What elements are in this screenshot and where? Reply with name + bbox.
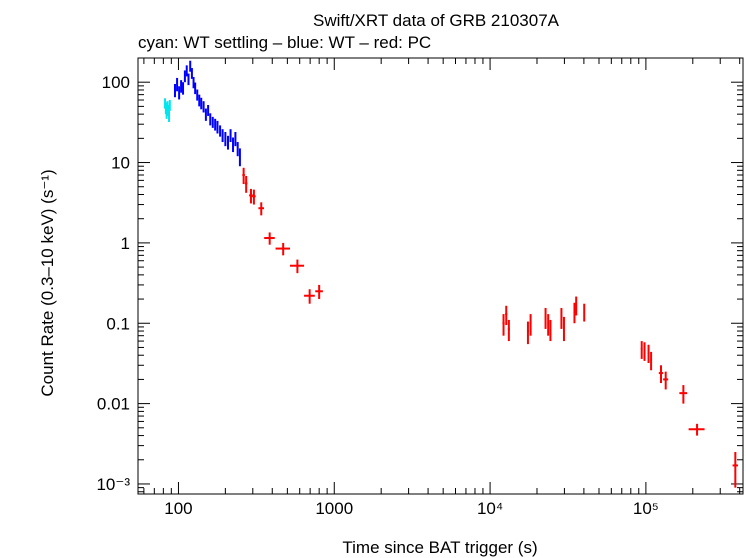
data-point <box>575 296 578 316</box>
data-point <box>194 82 197 95</box>
series-wt <box>173 60 241 167</box>
axis-ticks <box>138 57 743 494</box>
data-point <box>647 344 650 364</box>
data-point <box>502 314 505 336</box>
data-point <box>304 289 315 304</box>
data-point <box>640 341 643 359</box>
x-tick-label: 1000 <box>315 499 353 518</box>
data-point <box>238 148 241 167</box>
data-point <box>200 97 203 110</box>
data-point <box>182 82 185 95</box>
y-tick-label: 10 <box>111 154 130 173</box>
data-point <box>185 65 188 77</box>
data-point <box>643 342 646 361</box>
data-point <box>227 135 230 150</box>
y-tick-label: 0.1 <box>106 314 130 333</box>
data-point <box>204 108 207 121</box>
data-point <box>275 242 291 256</box>
x-tick-label: 10⁵ <box>633 499 659 518</box>
series-pc <box>242 167 738 488</box>
axis-tick-labels: 100 1000 10⁴ 10⁵ 100 10 1 0.1 0.01 10⁻³ <box>96 73 658 518</box>
data-point <box>216 120 219 134</box>
x-tick-label: 10⁴ <box>477 499 503 518</box>
plot-frame <box>137 57 744 495</box>
data-point <box>211 116 214 128</box>
data-point <box>234 131 237 147</box>
data-point <box>679 385 688 404</box>
data-point <box>202 101 205 113</box>
data-point <box>229 129 232 143</box>
data-point <box>526 321 529 345</box>
y-tick-label: 1 <box>121 234 130 253</box>
data-point <box>173 83 176 98</box>
data-point <box>549 319 552 342</box>
data-point <box>224 131 227 147</box>
data-point <box>258 202 264 216</box>
x-tick-label: 100 <box>164 499 192 518</box>
data-point <box>658 365 664 384</box>
data-point <box>187 73 190 86</box>
data-point <box>544 307 547 329</box>
data-point <box>209 113 212 126</box>
y-tick-label: 100 <box>102 73 130 92</box>
data-point <box>168 110 171 122</box>
y-tick-label: 10⁻³ <box>96 475 130 494</box>
data-point <box>178 86 181 100</box>
data-point <box>507 319 510 342</box>
series-wt-settling <box>164 98 171 122</box>
x-axis-label: Time since BAT trigger (s) <box>342 538 537 557</box>
data-point <box>573 302 576 324</box>
data-point <box>562 316 565 342</box>
data-point <box>663 371 669 390</box>
data-point <box>529 314 532 336</box>
data-point <box>264 232 275 245</box>
data-point <box>192 77 195 89</box>
data-point <box>583 303 586 322</box>
chart-subtitle: cyan: WT settling – blue: WT – red: PC <box>138 33 431 52</box>
data-point <box>189 60 192 72</box>
y-tick-label: 0.01 <box>97 395 130 414</box>
data-point <box>219 125 222 137</box>
data-point <box>190 68 193 79</box>
data-points <box>164 60 738 488</box>
data-point <box>168 100 171 111</box>
data-point <box>244 176 248 193</box>
chart-title: Swift/XRT data of GRB 210307A <box>313 11 560 30</box>
data-point <box>242 167 245 185</box>
data-point <box>547 314 550 336</box>
data-point <box>232 137 235 153</box>
data-point <box>290 259 305 274</box>
data-point <box>183 70 186 83</box>
data-point <box>180 80 183 93</box>
data-point <box>214 118 217 131</box>
data-point <box>196 89 199 101</box>
data-point <box>252 189 256 205</box>
y-axis-label: Count Rate (0.3–10 keV) (s⁻¹) <box>38 169 57 396</box>
data-point <box>315 284 323 300</box>
data-point <box>221 129 224 143</box>
data-point <box>207 105 210 116</box>
data-point <box>176 77 179 92</box>
data-point <box>688 423 705 436</box>
data-point <box>650 351 653 371</box>
data-point <box>236 142 239 157</box>
data-point <box>505 305 508 326</box>
data-point <box>560 307 563 329</box>
data-point <box>198 94 201 107</box>
data-point <box>732 451 738 488</box>
